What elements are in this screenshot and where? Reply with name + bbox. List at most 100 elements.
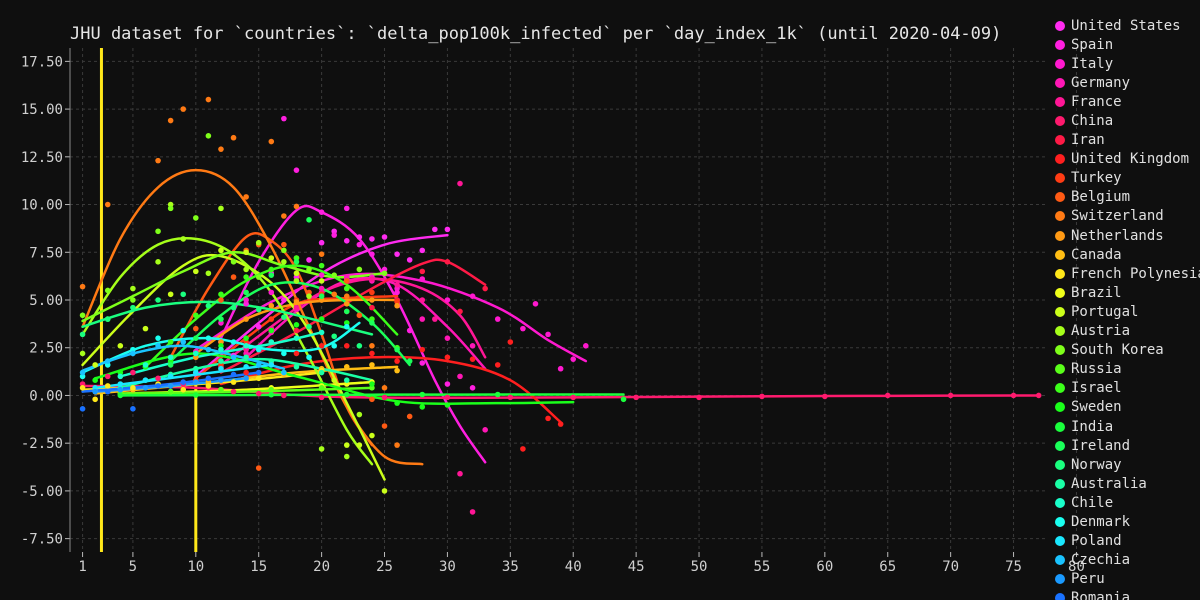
point-united-states — [306, 257, 312, 263]
point-switzerland — [281, 213, 287, 219]
point-portugal — [369, 432, 375, 439]
legend-item-chile: Chile — [1055, 493, 1200, 512]
legend-label: Iran — [1071, 132, 1105, 149]
point-france — [369, 276, 375, 282]
point-czechia — [79, 369, 86, 376]
point-south-korea — [104, 287, 111, 294]
legend-label: Germany — [1071, 74, 1131, 91]
legend-label: China — [1071, 113, 1114, 130]
x-tick-label: 1 — [78, 559, 86, 575]
point-iran — [457, 308, 463, 315]
point-italy — [243, 297, 249, 303]
legend-item-austria: Austria — [1055, 322, 1200, 341]
point-poland — [117, 381, 124, 387]
legend-label: Poland — [1071, 533, 1122, 550]
point-south-korea — [205, 133, 212, 139]
legend-label: India — [1071, 418, 1114, 435]
point-denmark — [331, 343, 337, 349]
point-ireland — [306, 217, 312, 223]
point-united-states — [419, 247, 426, 254]
legend-marker — [1055, 555, 1065, 566]
point-russia — [268, 386, 275, 393]
point-austria — [293, 278, 300, 284]
point-switzerland — [381, 385, 388, 391]
x-tick-label: 40 — [565, 559, 582, 575]
point-belgium — [369, 396, 375, 403]
point-netherlands — [293, 299, 300, 305]
legend-item-brazil: Brazil — [1055, 283, 1200, 302]
point-australia — [293, 364, 300, 370]
point-united-kingdom — [507, 339, 514, 345]
axes: -7.50 -5.00 -2.50 0.00 2.50 5.00 7.50 10.00 12.5… — [21, 48, 1085, 575]
x-tick-label: 65 — [879, 559, 896, 575]
point-united-states — [255, 323, 262, 330]
legend-label: Italy — [1071, 55, 1114, 72]
point-switzerland — [268, 138, 275, 145]
point-czechia — [281, 369, 287, 376]
legend-marker — [1055, 39, 1065, 50]
point-netherlands — [268, 302, 275, 309]
point-netherlands — [343, 301, 350, 307]
point-iran — [293, 327, 300, 334]
legend-item-china: China — [1055, 111, 1200, 130]
point-france — [469, 509, 476, 515]
legend-label: Peru — [1071, 571, 1105, 588]
legend-item-south-korea: South Korea — [1055, 341, 1200, 360]
legend-marker — [1055, 77, 1065, 88]
legend-marker — [1055, 306, 1065, 317]
point-china — [155, 375, 161, 382]
point-india — [419, 391, 426, 398]
point-austria — [255, 239, 262, 246]
point-germany — [457, 373, 463, 380]
legend-marker — [1055, 230, 1065, 241]
legend-item-ireland: Ireland — [1055, 436, 1200, 455]
point-poland — [268, 362, 275, 368]
point-poland — [193, 369, 199, 376]
point-poland — [218, 365, 224, 372]
point-russia — [318, 385, 325, 391]
point-israel — [318, 262, 325, 269]
x-tick-label: 80 — [1068, 559, 1085, 575]
point-china — [822, 393, 828, 400]
legend-marker — [1055, 593, 1065, 600]
point-czechia — [104, 358, 111, 364]
point-french-polynesia — [130, 385, 136, 391]
point-ireland — [318, 293, 325, 299]
point-china — [570, 394, 577, 401]
chart-title: JHU dataset for `countries`: `delta_pop1… — [70, 24, 1002, 44]
point-switzerland — [79, 283, 86, 290]
point-united-states — [406, 257, 413, 263]
point-iran — [419, 268, 426, 275]
point-ireland — [193, 335, 199, 341]
legend-label: Netherlands — [1071, 227, 1164, 244]
y-tick-label: 2.50 — [29, 341, 63, 357]
legend-marker — [1055, 96, 1065, 107]
point-south-korea — [306, 266, 312, 273]
legend-marker — [1055, 440, 1065, 451]
vertical-lines — [99, 48, 198, 552]
point-denmark — [155, 335, 161, 341]
point-romania — [180, 379, 187, 385]
point-poland — [142, 377, 149, 383]
point-austria — [356, 411, 363, 418]
legend-label: Portugal — [1071, 303, 1139, 320]
point-peru — [142, 385, 149, 391]
legend-marker — [1055, 249, 1065, 260]
point-spain — [469, 385, 476, 391]
point-french-polynesia — [79, 385, 86, 391]
point-romania — [104, 388, 111, 395]
fit-curve-ireland — [169, 281, 411, 367]
point-china — [230, 388, 237, 395]
point-french-polynesia — [180, 386, 187, 393]
point-spain — [444, 381, 451, 387]
point-austria — [180, 236, 187, 242]
legend-marker — [1055, 574, 1065, 585]
point-romania — [130, 406, 136, 412]
y-tick-label: -2.50 — [21, 436, 63, 452]
point-chile — [167, 354, 174, 361]
point-switzerland — [318, 251, 325, 257]
y-tick-label: 12.50 — [21, 150, 63, 166]
point-czechia — [255, 362, 262, 368]
x-tick-label: 70 — [942, 559, 959, 575]
legend-label: Sweden — [1071, 399, 1122, 416]
